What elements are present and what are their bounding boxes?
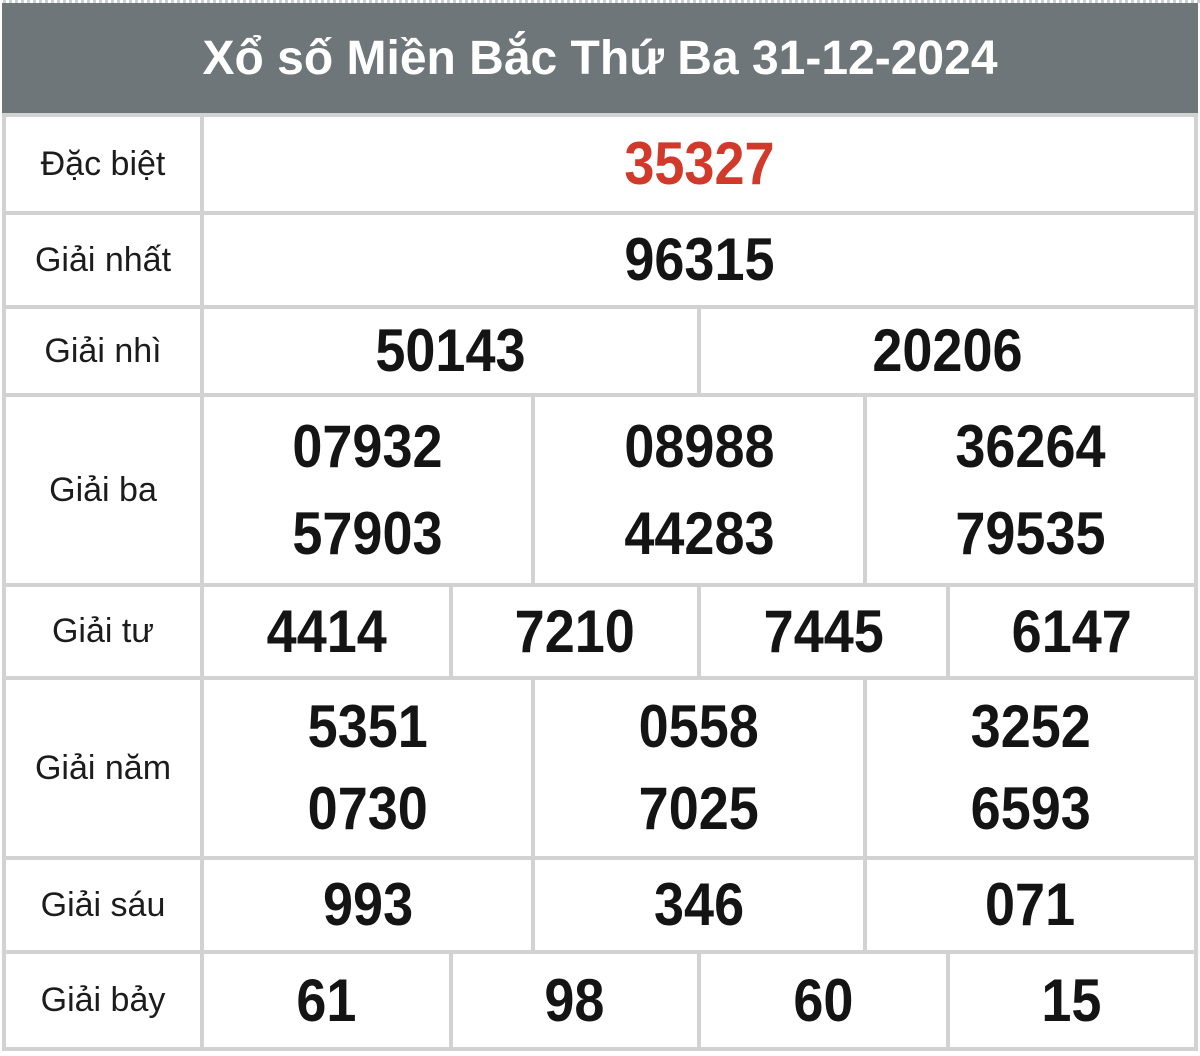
prize-cell: 15 <box>949 954 1194 1047</box>
prize-label: Giải sáu <box>6 860 200 950</box>
prize-cell: 6147 <box>949 587 1194 676</box>
prize-values: 50143 20206 <box>204 309 1194 393</box>
prize-values: 4414 7210 7445 6147 <box>204 587 1194 676</box>
prize-number: 50143 <box>375 317 526 384</box>
prize-cell: 96315 <box>204 215 1194 305</box>
prize-label: Giải bảy <box>6 954 200 1047</box>
prize-cell: 3252 6593 <box>866 680 1194 856</box>
prize-number: 4414 <box>266 597 387 665</box>
prize-row-dac-biet: Đặc biệt 35327 <box>6 117 1194 211</box>
prize-cell: 0558 7025 <box>535 680 863 856</box>
prize-number: 0730 <box>307 775 428 842</box>
prize-values: 993 346 071 <box>204 860 1194 950</box>
prize-number: 57903 <box>292 499 443 567</box>
prize-cell: 346 <box>535 860 863 950</box>
prize-cell: 36264 79535 <box>866 397 1194 583</box>
prize-cell: 08988 44283 <box>535 397 863 583</box>
prize-cell: 7210 <box>452 587 697 676</box>
prize-label: Đặc biệt <box>6 117 200 211</box>
prize-cell: 4414 <box>204 587 449 676</box>
prize-values: 35327 <box>204 117 1194 211</box>
prize-label: Giải nhất <box>6 215 200 305</box>
prize-number: 44283 <box>623 499 775 567</box>
prize-values: 61 98 60 15 <box>204 954 1194 1047</box>
prize-label: Giải năm <box>6 680 200 856</box>
prize-cell: 35327 <box>204 117 1194 211</box>
prize-cell: 20206 <box>701 309 1194 393</box>
prize-number: 61 <box>296 966 357 1034</box>
prize-cell: 071 <box>866 860 1194 950</box>
lottery-results-table: Đặc biệt 35327 Giải nhất 96315 Giải nhì … <box>2 113 1198 1051</box>
prize-label: Giải tư <box>6 587 200 676</box>
prize-row-giai-tu: Giải tư 4414 7210 7445 6147 <box>6 587 1194 676</box>
prize-row-giai-nhi: Giải nhì 50143 20206 <box>6 309 1194 393</box>
prize-number: 07932 <box>292 412 443 480</box>
prize-label: Giải nhì <box>6 309 200 393</box>
prize-number: 7025 <box>638 775 760 842</box>
prize-number: 6593 <box>970 775 1091 842</box>
page-title: Xổ số Miền Bắc Thứ Ba 31-12-2024 <box>202 31 998 85</box>
prize-cell: 61 <box>204 954 449 1047</box>
prize-number: 7445 <box>763 597 884 665</box>
prize-number: 20206 <box>872 317 1023 384</box>
prize-number: 98 <box>544 966 605 1034</box>
prize-number: 0558 <box>638 693 760 760</box>
prize-number: 15 <box>1041 966 1102 1034</box>
prize-number: 3252 <box>970 693 1091 760</box>
prize-cell: 993 <box>204 860 532 950</box>
prize-label: Giải ba <box>6 397 200 583</box>
prize-cell: 50143 <box>204 309 697 393</box>
prize-number: 071 <box>985 871 1076 938</box>
prize-number: 79535 <box>955 499 1106 567</box>
prize-values: 96315 <box>204 215 1194 305</box>
prize-number: 96315 <box>623 226 775 293</box>
prize-row-giai-sau: Giải sáu 993 346 071 <box>6 860 1194 950</box>
prize-values: 07932 57903 08988 44283 36264 79535 <box>204 397 1194 583</box>
prize-number: 7210 <box>514 597 635 665</box>
prize-number: 993 <box>322 871 413 938</box>
prize-cell: 07932 57903 <box>204 397 532 583</box>
prize-cell: 98 <box>452 954 697 1047</box>
prize-row-giai-nhat: Giải nhất 96315 <box>6 215 1194 305</box>
prize-number: 08988 <box>623 412 775 480</box>
prize-cell: 60 <box>701 954 946 1047</box>
prize-cell: 7445 <box>701 587 946 676</box>
prize-number: 346 <box>653 871 745 938</box>
prize-number: 5351 <box>307 693 428 760</box>
results-header: Xổ số Miền Bắc Thứ Ba 31-12-2024 <box>2 3 1198 113</box>
prize-values: 5351 0730 0558 7025 3252 6593 <box>204 680 1194 856</box>
prize-row-giai-nam: Giải năm 5351 0730 0558 7025 3252 6593 <box>6 680 1194 856</box>
prize-number: 6147 <box>1011 597 1132 665</box>
prize-row-giai-bay: Giải bảy 61 98 60 15 <box>6 954 1194 1047</box>
special-prize-number: 35327 <box>623 130 775 197</box>
prize-number: 36264 <box>955 412 1106 480</box>
prize-cell: 5351 0730 <box>204 680 532 856</box>
page-top-edge <box>0 0 1200 3</box>
prize-row-giai-ba: Giải ba 07932 57903 08988 44283 36264 79… <box>6 397 1194 583</box>
prize-number: 60 <box>793 966 854 1034</box>
